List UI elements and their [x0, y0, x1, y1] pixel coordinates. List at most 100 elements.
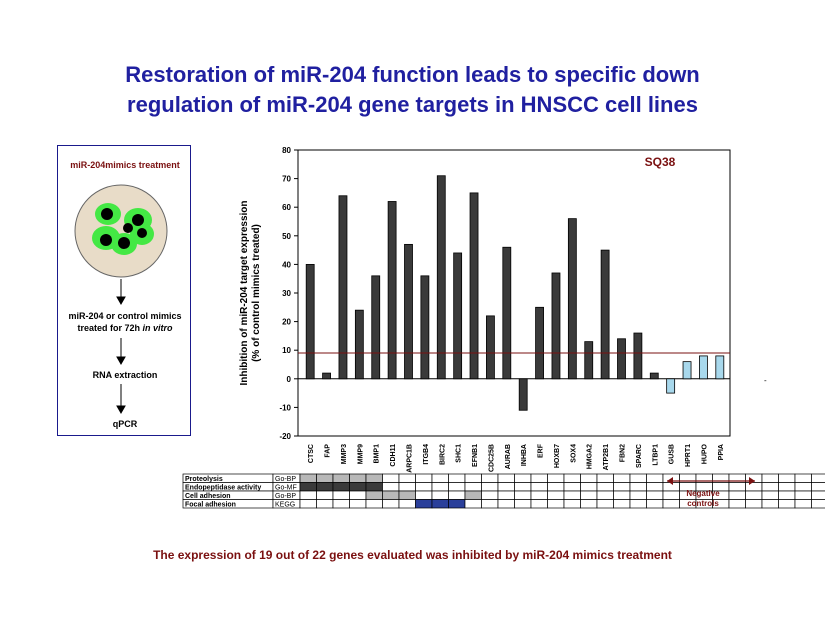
table-cell [563, 499, 581, 509]
table-cell [778, 482, 796, 492]
bar-hprt1 [682, 361, 692, 380]
table-cell [415, 499, 433, 509]
negative-controls-label-1: Negative [686, 489, 720, 498]
table-cell [415, 473, 433, 483]
y-tick-label: 60 [282, 203, 291, 212]
table-cell [629, 482, 647, 492]
table-cell [382, 482, 400, 492]
table-cell [481, 482, 499, 492]
bar-efnb1 [469, 192, 479, 380]
table-cell [596, 490, 614, 500]
table-cell [745, 482, 763, 492]
table-cell [431, 482, 449, 492]
bar-mmp9 [354, 309, 364, 380]
table-row-db: Go-BP [275, 493, 296, 500]
table-cell [514, 482, 532, 492]
table-cell [646, 499, 664, 509]
protocol-panel: miR-204mimics treatment miR-204 or contr… [57, 145, 191, 436]
table-cell [481, 490, 499, 500]
table-cell [365, 482, 383, 492]
stray-mark: - [764, 376, 767, 385]
table-cell [448, 490, 466, 500]
table-cell [547, 499, 565, 509]
table-cell [530, 473, 548, 483]
step-treatment-line1: miR-204 or control mimics [68, 311, 182, 321]
bar-hoxb7 [551, 272, 561, 380]
table-cell [481, 473, 499, 483]
table-cell [646, 490, 664, 500]
x-tick-label-shc1: SHC1 [456, 444, 463, 463]
table-cell [316, 482, 334, 492]
table-cell [332, 499, 350, 509]
table-cell [415, 490, 433, 500]
table-row-name: Cell adhesion [185, 493, 231, 500]
table-cell [431, 490, 449, 500]
x-tick-label-mmp3: MMP3 [341, 444, 348, 464]
table-cell [811, 482, 825, 492]
x-tick-label-arpc1b: ARPC1B [407, 444, 414, 473]
y-tick-label: 70 [282, 175, 291, 184]
table-cell [811, 490, 825, 500]
bar-chart: -20 -10 0 10 20 30 40 50 60 70 80 CTSC FAP MMP3 MMP9 BM… [239, 146, 767, 473]
step-treatment-italic: in vitro [142, 323, 173, 333]
table-cell [563, 490, 581, 500]
table-cell [316, 473, 334, 483]
table-cell [629, 473, 647, 483]
bar-ltbp1 [649, 372, 659, 380]
table-cell [332, 490, 350, 500]
table-cell [316, 499, 334, 509]
bar-itgb4 [420, 275, 430, 380]
x-tick-label-mmp9: MMP9 [357, 444, 364, 464]
bar-bmp1 [371, 275, 381, 380]
table-cell [761, 499, 779, 509]
cells-icon [92, 203, 154, 255]
table-row-db: Go-MF [275, 485, 297, 492]
table-cell [530, 499, 548, 509]
y-tick-label: -10 [279, 403, 291, 412]
table-cell [662, 490, 680, 500]
x-tick-label-atp2b1: ATP2B1 [603, 444, 610, 470]
arrow-head-right-icon [749, 477, 755, 485]
protocol-step-rna: RNA extraction [92, 370, 158, 380]
x-tick-label-cdh11: CDH11 [390, 444, 397, 467]
table-cell [415, 482, 433, 492]
table-cell [596, 473, 614, 483]
protocol-header: miR-204mimics treatment [70, 160, 180, 170]
table-cell [778, 499, 796, 509]
bar-gusb [666, 378, 676, 394]
x-tick-label-efnb1: EFNB1 [472, 444, 479, 467]
table-cell [464, 482, 482, 492]
step-treatment-prefix: treated for 72h [77, 323, 143, 333]
table-cell [596, 482, 614, 492]
y-tick-label: 50 [282, 232, 291, 241]
table-cell [530, 482, 548, 492]
y-tick-label: 20 [282, 318, 291, 327]
table-cell [431, 499, 449, 509]
x-tick-label-ppia: PPIA [718, 444, 725, 460]
bar-hmga2 [584, 341, 594, 380]
table-cell [464, 490, 482, 500]
table-cell [811, 473, 825, 483]
x-tick-label-erf: ERF [538, 443, 545, 458]
table-cell [580, 499, 598, 509]
x-tick-label-bmp1: BMP1 [374, 444, 381, 464]
protocol-step-qpcr: qPCR [112, 419, 138, 429]
bar-fap [322, 372, 331, 380]
table-row-name: Focal adhesion [185, 502, 236, 509]
table-cell [365, 499, 383, 509]
arrow-head-left-icon [667, 477, 673, 485]
table-cell [745, 499, 763, 509]
bar-hupo [699, 355, 708, 380]
table-cell [464, 473, 482, 483]
table-cell [299, 482, 317, 492]
table-cell [563, 482, 581, 492]
table-cell [613, 473, 631, 483]
table-cell [761, 490, 779, 500]
table-cell [728, 499, 746, 509]
bar-ppia [715, 355, 725, 380]
table-cell [382, 499, 400, 509]
table-cell [398, 490, 416, 500]
x-tick-label-gusb: GUSB [669, 444, 676, 464]
table-cell [794, 499, 812, 509]
x-tick-label-hprt1: HPRT1 [685, 444, 692, 467]
